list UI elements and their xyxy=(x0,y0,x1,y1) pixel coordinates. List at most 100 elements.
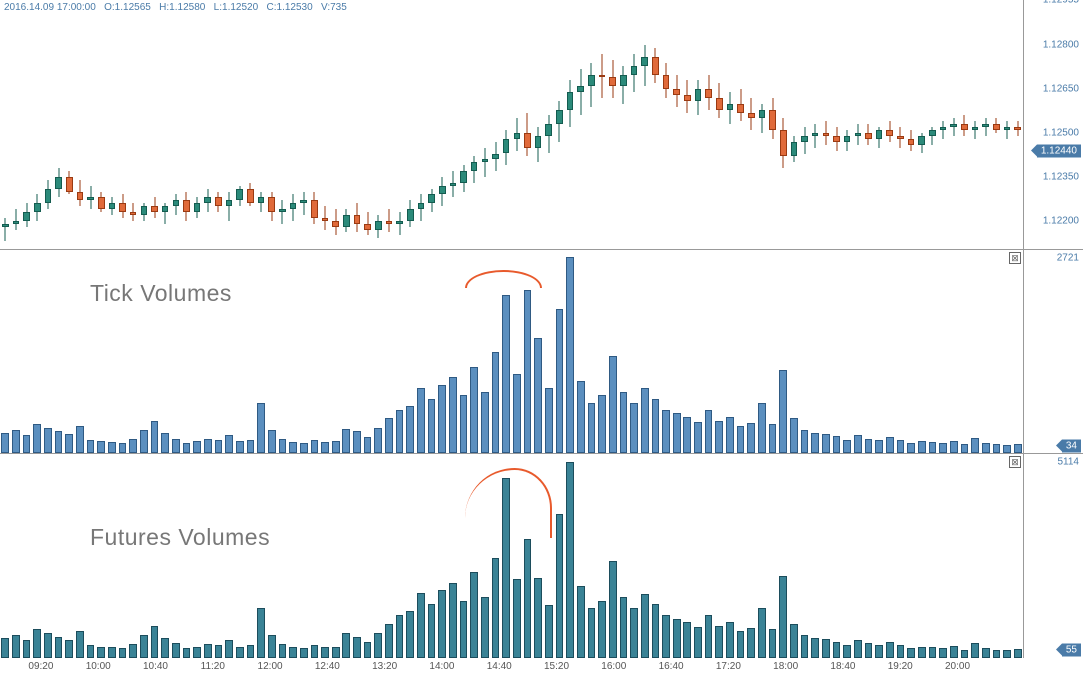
candlestick xyxy=(236,186,243,206)
candlestick xyxy=(396,212,403,235)
x-tick-label: 14:00 xyxy=(429,661,454,672)
volume-bar xyxy=(279,439,287,453)
candlestick xyxy=(631,54,638,92)
volume-bar xyxy=(332,647,340,658)
volume-bar xyxy=(545,388,553,453)
price-y-axis: 1.129551.128001.126501.125001.123501.122… xyxy=(1023,0,1083,249)
candlestick xyxy=(354,203,361,232)
volume-bar xyxy=(982,648,990,658)
volume-bar xyxy=(492,352,500,453)
x-tick-label: 10:00 xyxy=(86,661,111,672)
volume-bar xyxy=(822,434,830,453)
candlestick xyxy=(514,118,521,150)
candlestick xyxy=(769,98,776,139)
candlestick xyxy=(77,180,84,206)
annotation-arc xyxy=(465,468,552,538)
volume-bar xyxy=(566,462,574,658)
volume-bar xyxy=(502,295,510,453)
volume-bar xyxy=(769,629,777,658)
volume-bar xyxy=(790,624,798,658)
candlestick xyxy=(45,180,52,209)
x-tick-label: 17:20 xyxy=(716,661,741,672)
candlestick xyxy=(13,209,20,229)
candlestick xyxy=(23,203,30,226)
y-tick-label: 1.12350 xyxy=(1043,171,1079,182)
candlestick xyxy=(375,215,382,238)
volume-bar xyxy=(438,590,446,658)
x-tick-label: 18:40 xyxy=(830,661,855,672)
candlestick xyxy=(663,63,670,98)
candlestick xyxy=(247,183,254,206)
volume-bar xyxy=(961,444,969,453)
candlestick xyxy=(119,194,126,217)
volume-bar xyxy=(257,608,265,658)
candlestick xyxy=(1014,121,1021,136)
volume-bar xyxy=(897,440,905,453)
volume-bar xyxy=(119,443,127,453)
volume-bar xyxy=(715,626,723,658)
current-value-badge: 55 xyxy=(1062,644,1081,657)
volume-bar xyxy=(268,430,276,453)
candlestick xyxy=(183,192,190,221)
volume-bar xyxy=(460,601,468,658)
volume-bar xyxy=(513,374,521,453)
volume-bar xyxy=(534,578,542,658)
volume-bar xyxy=(694,422,702,453)
volume-bar xyxy=(76,631,84,658)
volume-bar xyxy=(971,643,979,658)
volume-bar xyxy=(300,648,308,658)
candlestick xyxy=(652,48,659,83)
candlestick xyxy=(748,98,755,130)
candlestick xyxy=(972,121,979,139)
volume-bar xyxy=(737,631,745,658)
volume-bar xyxy=(939,648,947,658)
volume-bar xyxy=(342,633,350,658)
volume-bar xyxy=(406,611,414,658)
volume-bar xyxy=(76,426,84,453)
current-price-badge: 1.12440 xyxy=(1037,144,1081,157)
futures-volume-panel[interactable]: Futures Volumes ⊠ 511455 xyxy=(0,454,1083,658)
volume-bar xyxy=(140,430,148,453)
volume-bar xyxy=(993,650,1001,658)
volume-bar xyxy=(747,423,755,453)
volume-bar xyxy=(374,633,382,658)
volume-bar xyxy=(481,597,489,658)
futures-plot-area[interactable] xyxy=(0,454,1023,658)
volume-bar xyxy=(524,290,532,453)
tick-plot-area[interactable] xyxy=(0,250,1023,453)
volume-bar xyxy=(662,615,670,658)
volume-bar xyxy=(353,431,361,453)
volume-bar xyxy=(470,367,478,453)
volume-bar xyxy=(950,441,958,453)
volume-bar xyxy=(630,403,638,453)
volume-bar xyxy=(843,645,851,658)
volume-bar xyxy=(801,635,809,658)
candlestick xyxy=(215,192,222,212)
candlestick xyxy=(620,66,627,104)
candlestick xyxy=(695,80,702,115)
current-value-badge: 34 xyxy=(1062,440,1081,453)
volume-bar xyxy=(289,647,297,658)
candlestick xyxy=(300,192,307,215)
volume-bar xyxy=(108,647,116,658)
candlestick xyxy=(386,209,393,232)
volume-bar xyxy=(907,443,915,453)
candlestick xyxy=(109,197,116,215)
volume-bar xyxy=(65,640,73,658)
volume-bar xyxy=(673,413,681,453)
volume-bar xyxy=(332,441,340,453)
volume-bar xyxy=(588,608,596,658)
volume-bar xyxy=(790,418,798,453)
volume-bar xyxy=(822,639,830,658)
volume-bar xyxy=(534,338,542,453)
volume-bar xyxy=(247,440,255,453)
candlestick xyxy=(364,212,371,235)
volume-bar xyxy=(33,629,41,658)
volume-bar xyxy=(641,388,649,453)
x-tick-label: 16:40 xyxy=(659,661,684,672)
volume-bar xyxy=(311,645,319,658)
price-plot-area[interactable] xyxy=(0,0,1023,249)
tick-volume-panel[interactable]: Tick Volumes ⊠ 272134 xyxy=(0,250,1083,454)
volume-bar xyxy=(161,433,169,453)
price-chart-panel[interactable]: 2016.14.09 17:00:00 O:1.12565 H:1.12580 … xyxy=(0,0,1083,250)
